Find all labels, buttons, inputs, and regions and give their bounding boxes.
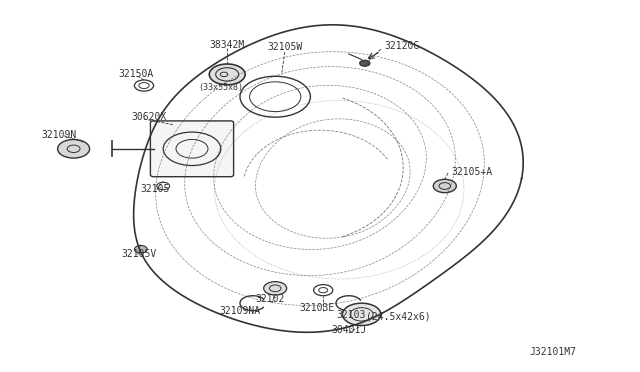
Text: 32105W: 32105W: [267, 42, 303, 51]
Circle shape: [134, 246, 147, 253]
Text: (33x55x8): (33x55x8): [198, 83, 243, 92]
Text: 32103: 32103: [336, 311, 365, 320]
Circle shape: [209, 64, 245, 85]
Text: (24.5x42x6): (24.5x42x6): [366, 312, 431, 322]
Text: 32105+A: 32105+A: [451, 167, 492, 177]
Text: 32105: 32105: [141, 184, 170, 194]
Text: 32102: 32102: [255, 295, 285, 304]
Text: 30620X: 30620X: [131, 112, 166, 122]
FancyBboxPatch shape: [150, 121, 234, 177]
Circle shape: [433, 179, 456, 193]
Text: J32101M7: J32101M7: [529, 347, 576, 356]
Circle shape: [58, 140, 90, 158]
Text: 32109N: 32109N: [42, 130, 77, 140]
Text: 32103E: 32103E: [299, 303, 335, 313]
Text: 32150A: 32150A: [118, 69, 154, 78]
Text: 38342M: 38342M: [209, 40, 245, 49]
Text: 30401J: 30401J: [331, 326, 367, 335]
Text: 32120G: 32120G: [384, 41, 419, 51]
Circle shape: [360, 60, 370, 66]
Circle shape: [342, 303, 381, 326]
Text: 32105V: 32105V: [122, 249, 157, 259]
Text: 32109NA: 32109NA: [220, 307, 260, 316]
Circle shape: [264, 282, 287, 295]
